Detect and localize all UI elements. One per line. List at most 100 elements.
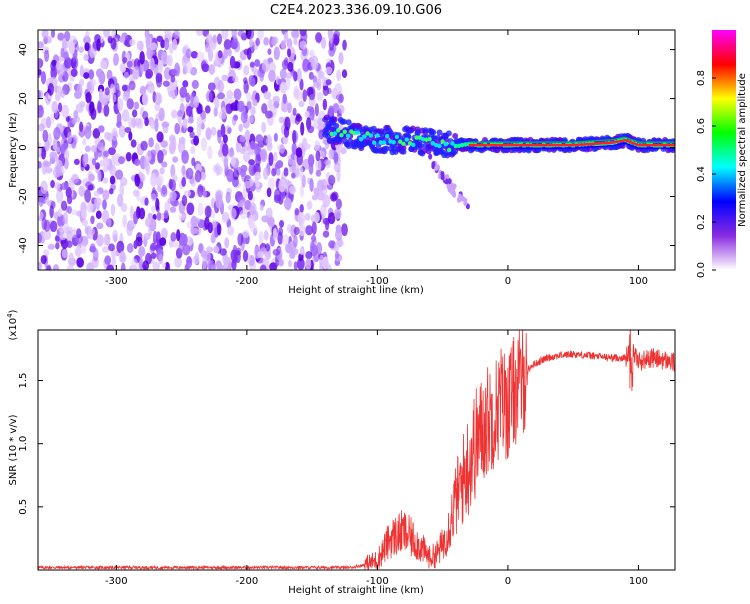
- noise-blob: [111, 127, 118, 142]
- trace-core: [411, 142, 416, 148]
- trace-core: [352, 130, 357, 136]
- noise-blob: [38, 69, 42, 76]
- noise-blob: [220, 123, 226, 138]
- noise-blob: [299, 78, 304, 91]
- x-tick-label: -300: [105, 576, 128, 587]
- noise-blob: [152, 230, 158, 244]
- trace-core: [388, 139, 393, 144]
- noise-blob: [88, 173, 95, 182]
- noise-blob: [76, 228, 82, 239]
- noise-blob: [113, 52, 120, 66]
- noise-blob: [306, 143, 311, 150]
- noise-blob: [106, 69, 113, 81]
- noise-blob: [255, 153, 261, 167]
- noise-blob: [102, 157, 110, 168]
- noise-blob: [193, 95, 200, 108]
- noise-blob: [147, 150, 152, 162]
- noise-blob: [310, 240, 315, 252]
- noise-blob: [305, 212, 311, 221]
- tail-blob: [428, 153, 433, 160]
- noise-blob: [243, 80, 249, 94]
- trace-core: [453, 143, 458, 149]
- noise-blob: [279, 220, 284, 228]
- snr-data: [38, 330, 675, 570]
- noise-blob: [216, 33, 223, 45]
- noise-blob: [244, 129, 251, 142]
- noise-blob: [120, 262, 126, 270]
- noise-blob: [139, 50, 145, 65]
- noise-blob: [82, 153, 89, 168]
- trace-halo: [472, 138, 479, 145]
- noise-blob: [138, 207, 146, 220]
- noise-blob: [73, 109, 79, 120]
- noise-blob: [325, 66, 333, 75]
- noise-blob: [50, 66, 58, 80]
- noise-blob: [43, 230, 51, 241]
- noise-blob: [43, 249, 50, 256]
- trace-core: [437, 143, 442, 149]
- trace-core: [339, 132, 344, 138]
- noise-blob: [63, 51, 69, 61]
- noise-blob: [297, 212, 306, 226]
- noise-blob: [116, 240, 125, 254]
- colorbar-tick-label: 0.8: [696, 70, 707, 86]
- x-tick-label: -200: [236, 276, 259, 287]
- noise-blob: [225, 191, 231, 204]
- noise-blob: [117, 97, 124, 112]
- noise-blob: [261, 59, 270, 73]
- noise-blob: [307, 154, 315, 167]
- noise-blob: [217, 79, 225, 94]
- noise-blob: [81, 219, 89, 227]
- tail-blob: [440, 174, 445, 181]
- noise-blob: [249, 224, 258, 233]
- noise-blob: [271, 36, 277, 47]
- noise-blob: [221, 30, 229, 40]
- noise-blob: [46, 116, 52, 129]
- trace-core: [427, 136, 432, 142]
- noise-blob: [310, 55, 319, 70]
- x-tick-label: 100: [629, 276, 648, 287]
- noise-blob: [171, 109, 178, 119]
- noise-blob: [122, 56, 128, 64]
- noise-blob: [252, 98, 258, 107]
- noise-blob: [182, 117, 188, 129]
- noise-blob: [38, 232, 42, 244]
- trace-core: [443, 142, 449, 147]
- noise-blob: [306, 200, 313, 210]
- noise-blob: [195, 30, 204, 37]
- noise-blob: [194, 170, 202, 183]
- noise-blob: [38, 90, 41, 99]
- noise-blob: [185, 167, 194, 180]
- noise-blob: [85, 30, 90, 40]
- noise-blob: [299, 166, 304, 181]
- noise-blob: [223, 258, 230, 266]
- noise-blob: [182, 234, 188, 246]
- noise-blob: [287, 48, 292, 58]
- noise-blob: [128, 131, 133, 141]
- snr-y-scale: (x104): [6, 309, 19, 340]
- noise-blob: [181, 165, 186, 176]
- noise-blob: [179, 86, 188, 98]
- colorbar-tick-label: 0.0: [696, 262, 707, 278]
- noise-blob: [41, 30, 49, 39]
- noise-blob: [49, 205, 54, 219]
- trace-core: [371, 140, 377, 145]
- noise-blob: [96, 234, 104, 247]
- snr-panel: -300 -200 -100 0 100 0.5 1.0 1.5 Height of str…: [6, 309, 676, 596]
- spectrogram-data: [38, 30, 675, 270]
- noise-blob: [88, 48, 97, 58]
- noise-blob: [230, 38, 239, 50]
- noise-blob: [304, 110, 310, 118]
- noise-blob: [294, 164, 301, 177]
- noise-blob: [279, 81, 287, 94]
- noise-blob: [78, 46, 84, 54]
- noise-blob: [124, 127, 132, 134]
- trace-core: [336, 128, 341, 133]
- noise-blob: [150, 57, 155, 71]
- noise-blob: [268, 70, 276, 82]
- noise-blob: [62, 212, 68, 225]
- noise-blob: [293, 261, 298, 270]
- noise-blob: [130, 139, 137, 148]
- noise-blob: [71, 117, 77, 125]
